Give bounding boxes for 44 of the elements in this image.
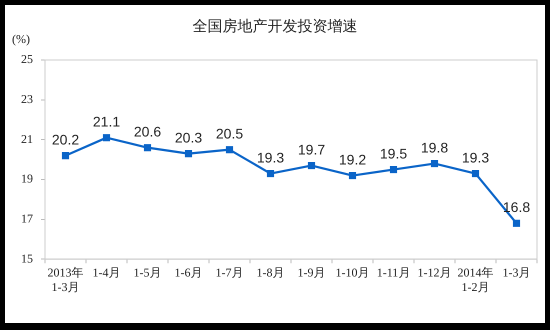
data-label: 19.2 <box>338 151 366 168</box>
data-label: 20.2 <box>52 131 80 148</box>
y-tick-label: 25 <box>21 52 33 66</box>
x-tick-label: 1-9月 <box>298 266 326 280</box>
x-tick-label: 1-6月 <box>174 266 202 280</box>
y-tick-label: 15 <box>21 251 33 266</box>
y-axis-title: (%) <box>12 32 30 46</box>
point <box>62 152 70 160</box>
x-tick-label: 1-11月 <box>376 266 410 280</box>
data-label: 19.3 <box>462 149 490 166</box>
point <box>430 160 438 168</box>
data-label: 19.3 <box>256 149 284 166</box>
point <box>348 172 356 180</box>
data-label: 20.6 <box>134 124 162 140</box>
x-tick-label: 1-3月 <box>502 266 530 280</box>
point <box>390 166 398 174</box>
y-tick-label: 21 <box>21 132 33 146</box>
point <box>144 144 152 152</box>
chart-title: 全国房地产开发投资增速 <box>192 17 358 35</box>
data-label: 21.1 <box>92 114 120 130</box>
x-tick-label: 1-8月 <box>256 266 284 280</box>
x-tick-label: 1-4月 <box>92 266 120 280</box>
data-label: 19.7 <box>298 141 326 158</box>
y-tick-label: 19 <box>21 172 33 186</box>
x-tick-label: 2014年 1-2月 <box>458 266 494 294</box>
point <box>102 134 110 142</box>
point <box>308 162 316 170</box>
point <box>512 220 520 227</box>
data-label: 20.5 <box>216 126 244 142</box>
x-tick-label: 2013年 1-3月 <box>48 266 84 294</box>
x-tick-label: 1-5月 <box>134 266 162 280</box>
y-tick-label: 17 <box>21 212 33 226</box>
data-label: 16.8 <box>502 199 530 216</box>
point <box>472 170 480 178</box>
y-tick-label: 23 <box>21 92 33 106</box>
data-label: 19.5 <box>380 145 408 162</box>
point <box>184 150 192 158</box>
data-label: 19.8 <box>420 139 448 156</box>
x-tick-label: 1-7月 <box>216 266 244 280</box>
data-label: 20.3 <box>174 129 202 146</box>
point <box>226 146 234 154</box>
point <box>266 170 274 178</box>
x-tick-label: 1-12月 <box>418 266 452 280</box>
x-tick-label: 1-10月 <box>336 266 370 280</box>
